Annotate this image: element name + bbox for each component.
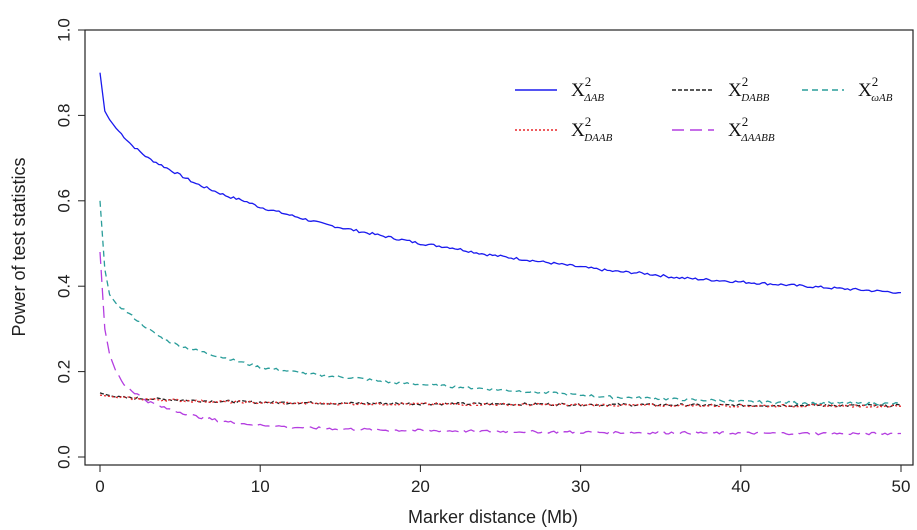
y-tick-label: 0.4	[54, 274, 73, 298]
x-axis-title: Marker distance (Mb)	[408, 507, 578, 527]
series-layer	[99, 72, 902, 436]
y-tick-label: 0.0	[54, 445, 73, 469]
x-tick-label: 10	[251, 477, 270, 496]
legend-label-1: X2 DABB	[728, 74, 770, 104]
x-tick-label: 0	[95, 477, 104, 496]
series-line-0	[99, 72, 902, 294]
series-line-4	[99, 251, 901, 436]
y-axis: 0.0 0.2 0.4 0.6 0.8 1.0	[54, 18, 85, 469]
series-line-3	[99, 394, 902, 409]
y-tick-label: 0.6	[54, 189, 73, 213]
series-line-2	[99, 200, 902, 406]
x-tick-label: 50	[892, 477, 911, 496]
series-line-1	[99, 392, 902, 408]
y-tick-label: 0.2	[54, 360, 73, 384]
plot-frame	[84, 29, 914, 466]
x-axis: 0 10 20 30 40 50	[95, 465, 910, 496]
legend-label-4: X2 ΔAABB	[728, 114, 775, 144]
legend: X2 ΔAB X2 DABB X2 ωAB X2 DAAB X2 ΔAABB	[515, 74, 893, 144]
y-axis-title: Power of test statistics	[9, 157, 29, 336]
y-tick-label: 1.0	[54, 18, 73, 42]
legend-label-3: X2 DAAB	[571, 114, 613, 144]
legend-label-0: X2 ΔAB	[571, 74, 604, 104]
legend-label-2: X2 ωAB	[858, 74, 893, 104]
x-tick-label: 40	[731, 477, 750, 496]
x-tick-label: 30	[571, 477, 590, 496]
y-tick-label: 0.8	[54, 104, 73, 128]
plot-border	[84, 29, 914, 466]
x-tick-label: 20	[411, 477, 430, 496]
